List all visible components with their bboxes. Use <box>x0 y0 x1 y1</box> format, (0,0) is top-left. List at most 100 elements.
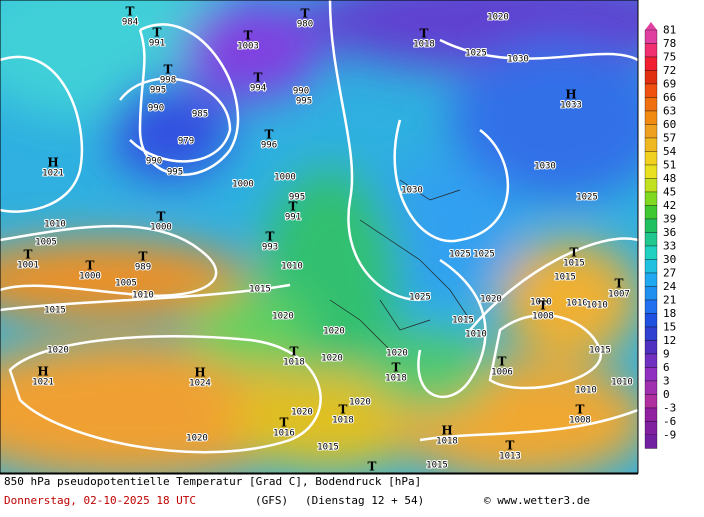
scale-tick-label: 18 <box>663 307 676 320</box>
pressure-center-symbol: H <box>194 366 205 380</box>
isobar-label: 1025 <box>576 193 598 203</box>
pressure-center-symbol: T <box>280 416 289 430</box>
pressure-center-value: 1021 <box>32 378 54 388</box>
isobar-label: 985 <box>192 110 208 120</box>
isobar-label: 1020 <box>386 349 408 359</box>
isobar-label: 1020 <box>321 354 343 364</box>
pressure-center-value: 1008 <box>532 312 554 322</box>
scale-swatch <box>644 394 658 409</box>
isobar-label: 1015 <box>452 316 474 326</box>
isobar-label: 1010 <box>44 220 66 230</box>
isobar-label: 1030 <box>534 162 556 172</box>
scale-swatch <box>644 43 658 58</box>
scale-swatch <box>644 259 658 274</box>
pressure-center-symbol: T <box>368 460 377 474</box>
footer-title: 850 hPa pseudopotentielle Temperatur [Gr… <box>4 475 421 488</box>
scale-swatch <box>644 137 658 152</box>
pressure-center-symbol: H <box>37 365 48 379</box>
pressure-center-value: 1003 <box>237 42 259 52</box>
isobar-label: 1010 <box>281 262 303 272</box>
scale-tick-label: 33 <box>663 240 676 253</box>
pressure-center-symbol: T <box>164 63 173 77</box>
map-frame <box>0 0 639 474</box>
scale-tick-label: 78 <box>663 37 676 50</box>
scale-tick-label: 60 <box>663 118 676 131</box>
pressure-center-symbol: T <box>339 403 348 417</box>
isobar-label: 1005 <box>35 238 57 248</box>
footer-model: (GFS) <box>255 494 288 507</box>
isobar-label: 1010 <box>566 299 588 309</box>
scale-swatch <box>644 232 658 247</box>
scale-swatch <box>644 178 658 193</box>
scale-swatch <box>644 124 658 139</box>
pressure-center-value: 1015 <box>563 259 585 269</box>
scale-swatch <box>644 151 658 166</box>
scale-tick-label: 27 <box>663 267 676 280</box>
scale-swatch <box>644 299 658 314</box>
pressure-center-value: 1018 <box>385 374 407 384</box>
isobar-label: 1025 <box>409 293 431 303</box>
pressure-center-value: 1024 <box>189 379 211 389</box>
pressure-center-value: 993 <box>262 243 278 253</box>
scale-tick-label: 3 <box>663 375 670 388</box>
isobar-label: 1030 <box>401 186 423 196</box>
scale-tick-label: 54 <box>663 145 677 158</box>
isobar-label: 1015 <box>317 443 339 453</box>
pressure-center-value: 991 <box>149 39 165 49</box>
scale-tick-label: 66 <box>663 91 676 104</box>
isobar-label: 990 <box>146 157 162 167</box>
scale-swatch <box>644 83 658 98</box>
pressure-center-symbol: T <box>576 403 585 417</box>
scale-swatch <box>644 97 658 112</box>
pressure-center-symbol: T <box>289 200 298 214</box>
pressure-center-symbol: T <box>570 246 579 260</box>
scale-tick-label: 81 <box>663 24 676 37</box>
pressure-center-value: 1008 <box>569 416 591 426</box>
scale-tick-label: -6 <box>663 415 676 428</box>
pressure-center-symbol: T <box>290 345 299 359</box>
scale-swatch <box>644 164 658 179</box>
scale-swatch <box>644 205 658 220</box>
scale-tick-label: 69 <box>663 78 676 91</box>
scale-swatch <box>644 29 658 44</box>
scale-tick-label: 15 <box>663 321 676 334</box>
footer-run: (Dienstag 12 + 54) <box>305 494 424 507</box>
isobar-label: 1010 <box>132 291 154 301</box>
isobar-label: 1025 <box>465 49 487 59</box>
pressure-center-symbol: T <box>157 210 166 224</box>
pressure-center-value: 1006 <box>491 368 513 378</box>
scale-swatch <box>644 218 658 233</box>
scale-tick-label: 75 <box>663 51 676 64</box>
pressure-center-value: 1018 <box>436 437 458 447</box>
scale-swatch <box>644 367 658 382</box>
isobar-label: 1015 <box>44 306 66 316</box>
scale-tick-label: 51 <box>663 159 676 172</box>
pressure-center-value: 1016 <box>273 429 295 439</box>
pressure-center-symbol: T <box>392 361 401 375</box>
pressure-center-value: 1001 <box>17 261 39 271</box>
isobar-label: 1025 <box>449 250 471 260</box>
scale-tick-label: 42 <box>663 199 676 212</box>
pressure-center-value: 996 <box>261 141 277 151</box>
scale-swatch <box>644 421 658 436</box>
isobar-label: 1015 <box>249 285 271 295</box>
scale-swatch <box>644 191 658 206</box>
pressure-center-symbol: T <box>615 277 624 291</box>
pressure-center-value: 991 <box>285 213 301 223</box>
isobar-label: 1010 <box>465 330 487 340</box>
pressure-center-value: 1000 <box>150 223 172 233</box>
pressure-center-symbol: T <box>539 299 548 313</box>
scale-swatch <box>644 286 658 301</box>
pressure-center-symbol: T <box>139 250 148 264</box>
pressure-center-value: 1013 <box>499 452 521 462</box>
pressure-center-value: 1018 <box>332 416 354 426</box>
pressure-center-symbol: T <box>498 355 507 369</box>
pressure-center-value: 1033 <box>560 101 582 111</box>
pressure-center-value: 998 <box>160 76 176 86</box>
scale-tick-label: 24 <box>663 280 677 293</box>
isobar-label: 1025 <box>473 250 495 260</box>
isobar-label: 1015 <box>589 346 611 356</box>
scale-swatch <box>644 56 658 71</box>
pressure-center-value: 1018 <box>413 40 435 50</box>
scale-arrow-bottom <box>645 435 657 443</box>
